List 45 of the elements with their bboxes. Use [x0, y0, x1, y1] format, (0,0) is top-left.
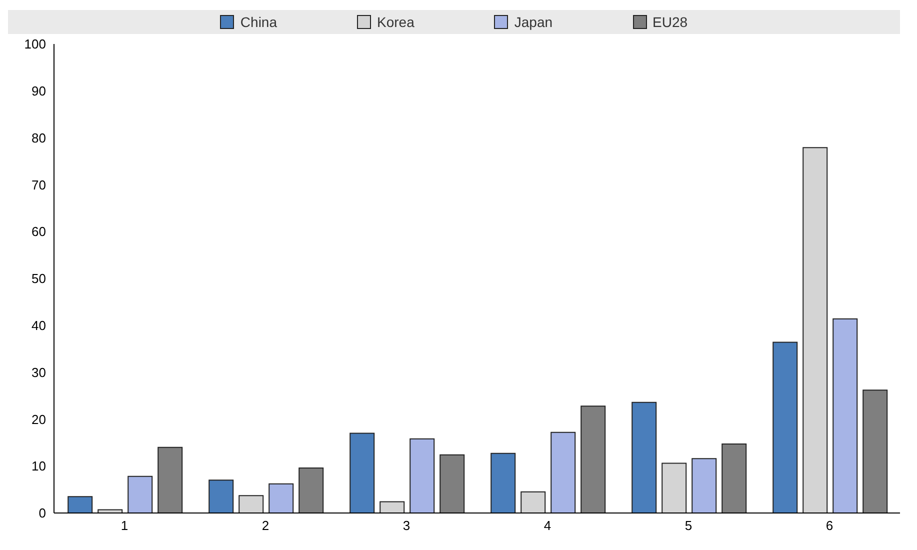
- y-tick-label: 0: [38, 506, 46, 521]
- x-tick-label: 1: [120, 518, 128, 534]
- y-tick-label: 100: [24, 36, 46, 52]
- bar: [772, 342, 798, 513]
- bar: [208, 480, 234, 513]
- y-tick-label: 70: [32, 177, 46, 192]
- y-tick-label: 60: [32, 224, 46, 240]
- bar: [692, 458, 717, 513]
- bar: [350, 432, 375, 513]
- bar: [832, 318, 858, 513]
- bar: [410, 438, 435, 513]
- y-tick-label: 20: [32, 412, 46, 427]
- bar: [580, 406, 606, 513]
- y-tick-label: 10: [32, 458, 46, 474]
- y-tick-label: 30: [32, 364, 46, 380]
- bar: [98, 509, 123, 513]
- y-tick-label: 80: [32, 130, 46, 146]
- legend-label: EU28: [652, 14, 688, 30]
- bar: [722, 444, 747, 513]
- bar: [68, 496, 93, 513]
- bar: [158, 446, 183, 513]
- bar: [520, 491, 546, 513]
- y-tick-label: 40: [32, 318, 46, 334]
- bar: [268, 483, 294, 513]
- x-tick-label: 5: [684, 518, 692, 534]
- bar: [550, 432, 576, 513]
- bar: [490, 452, 516, 513]
- x-tick-label: 2: [262, 518, 270, 534]
- x-tick-label: 6: [826, 518, 834, 534]
- bar: [440, 454, 465, 513]
- bar: [128, 476, 153, 513]
- legend-label: Korea: [377, 14, 414, 30]
- bar: [662, 462, 687, 513]
- bar: [298, 467, 324, 513]
- bar: [238, 495, 264, 513]
- bar: [380, 501, 405, 513]
- legend-label: China: [240, 14, 278, 30]
- y-tick-label: 50: [32, 271, 46, 286]
- bar: [632, 402, 657, 513]
- bar: [862, 390, 888, 513]
- y-tick-label: 90: [32, 84, 46, 99]
- x-tick-label: 4: [544, 518, 552, 534]
- legend-label: Japan: [514, 14, 553, 30]
- bar: [802, 147, 828, 513]
- x-tick-label: 3: [402, 518, 410, 534]
